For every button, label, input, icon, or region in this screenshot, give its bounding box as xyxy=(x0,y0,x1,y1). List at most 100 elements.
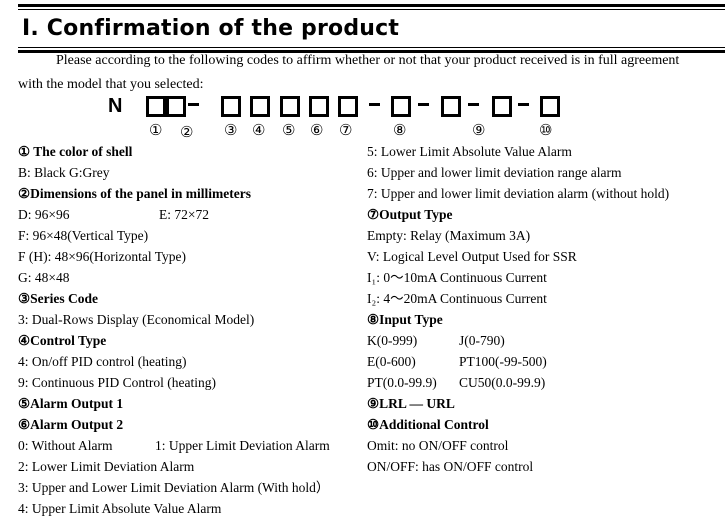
list-item: 0: Without Alarm 1: Upper Limit Deviation… xyxy=(18,438,330,454)
item-text: ④Control Type xyxy=(18,333,107,348)
item-text: D: 96×96 xyxy=(18,207,70,222)
list-item: I₁: 0～10mA Continuous Current xyxy=(367,270,547,286)
code-number: ⑧ xyxy=(393,123,407,139)
list-item: 7: Upper and lower limit deviation alarm… xyxy=(367,186,669,202)
code-number: ⑨ xyxy=(472,123,486,139)
list-item: V: Logical Level Output Used for SSR xyxy=(367,249,577,265)
list-item: Omit: no ON/OFF control xyxy=(367,438,508,454)
code-dash xyxy=(188,103,199,106)
item-text: I₂: 4～20mA Continuous Current xyxy=(367,291,547,306)
item-text: 0: Without Alarm xyxy=(18,438,113,453)
item-text: 4: On/off PID control (heating) xyxy=(18,354,187,369)
top-rule xyxy=(18,4,725,7)
item-text-secondary: CU50(0.0-99.9) xyxy=(459,375,546,390)
section-heading: ⑧Input Type xyxy=(367,312,443,328)
list-item: F (H): 48×96(Horizontal Type) xyxy=(18,249,186,265)
list-item: 3: Dual-Rows Display (Economical Model) xyxy=(18,312,254,328)
section-heading: ③Series Code xyxy=(18,291,98,307)
section-heading: ④Control Type xyxy=(18,333,106,349)
code-box-2 xyxy=(166,96,186,117)
item-text: 3: Dual-Rows Display (Economical Model) xyxy=(18,312,255,327)
list-item: D: 96×96 E: 72×72 xyxy=(18,207,209,223)
code-number: ⑥ xyxy=(310,123,324,139)
title-rule-thin xyxy=(18,47,725,48)
item-text: ③Series Code xyxy=(18,291,98,306)
code-number: ④ xyxy=(252,123,266,139)
item-text: I₁: 0～10mA Continuous Current xyxy=(367,270,547,285)
section-heading: ②Dimensions of the panel in millimeters xyxy=(18,186,251,202)
list-item: Empty: Relay (Maximum 3A) xyxy=(367,228,530,244)
intro-text-line2: with the model that you selected: xyxy=(18,77,204,92)
code-box-3 xyxy=(221,96,241,117)
item-text: Omit: no ON/OFF control xyxy=(367,438,509,453)
list-item: ON/OFF: has ON/OFF control xyxy=(367,459,533,475)
top-rule-thin xyxy=(18,9,725,10)
list-item: 2: Lower Limit Deviation Alarm xyxy=(18,459,194,475)
item-text: ⑧Input Type xyxy=(367,312,443,327)
code-box-4 xyxy=(250,96,270,117)
item-text: ⑨LRL — URL xyxy=(367,396,455,411)
item-text: 3: Upper and Lower Limit Deviation Alarm… xyxy=(18,480,330,495)
list-item: 3: Upper and Lower Limit Deviation Alarm… xyxy=(18,480,329,496)
list-item: K(0-999) J(0-790) xyxy=(367,333,505,349)
item-text-secondary: 1: Upper Limit Deviation Alarm xyxy=(155,438,330,453)
item-text: ⑦Output Type xyxy=(367,207,453,222)
item-text: 4: Upper Limit Absolute Value Alarm xyxy=(18,501,222,516)
code-dash xyxy=(418,103,429,106)
item-text-secondary: PT100(-99-500) xyxy=(459,354,547,369)
section-heading: ⑨LRL — URL xyxy=(367,396,455,412)
list-item: F: 96×48(Vertical Type) xyxy=(18,228,148,244)
list-item: 6: Upper and lower limit deviation range… xyxy=(367,165,622,181)
item-text: ON/OFF: has ON/OFF control xyxy=(367,459,534,474)
intro-text-line1: Please according to the following codes … xyxy=(56,53,680,68)
code-prefix: N xyxy=(108,95,123,117)
code-box-7 xyxy=(338,96,358,117)
code-box-1 xyxy=(146,96,166,117)
item-text: 5: Lower Limit Absolute Value Alarm xyxy=(367,144,572,159)
item-text-secondary: E: 72×72 xyxy=(159,207,209,222)
item-text: ②Dimensions of the panel in millimeters xyxy=(18,186,251,201)
code-box-11 xyxy=(540,96,560,117)
item-text: ⑥Alarm Output 2 xyxy=(18,417,124,432)
item-text: PT(0.0-99.9) xyxy=(367,375,437,390)
item-text: 9: Continuous PID Control (heating) xyxy=(18,375,216,390)
list-item: I₂: 4～20mA Continuous Current xyxy=(367,291,547,307)
list-item: G: 48×48 xyxy=(18,270,70,286)
section-heading: ⑥Alarm Output 2 xyxy=(18,417,123,433)
list-item: 5: Lower Limit Absolute Value Alarm xyxy=(367,144,572,160)
section-heading: ⑤Alarm Output 1 xyxy=(18,396,123,412)
list-item: 4: On/off PID control (heating) xyxy=(18,354,186,370)
item-text: E(0-600) xyxy=(367,354,416,369)
list-item: 9: Continuous PID Control (heating) xyxy=(18,375,216,391)
code-dash xyxy=(369,103,380,106)
title-rule xyxy=(18,50,725,53)
code-number: ⑦ xyxy=(339,123,353,139)
code-box-5 xyxy=(280,96,300,117)
item-text: B: Black G:Grey xyxy=(18,165,110,180)
code-box-8 xyxy=(391,96,411,117)
list-item: 4: Upper Limit Absolute Value Alarm xyxy=(18,501,221,517)
code-number: ⑤ xyxy=(282,123,296,139)
code-number: ⑩ xyxy=(539,123,553,139)
item-text: F: 96×48(Vertical Type) xyxy=(18,228,149,243)
item-text: V: Logical Level Output Used for SSR xyxy=(367,249,577,264)
list-item: PT(0.0-99.9) CU50(0.0-99.9) xyxy=(367,375,545,391)
item-text: ⑤Alarm Output 1 xyxy=(18,396,124,411)
item-text: K(0-999) xyxy=(367,333,418,348)
item-text: G: 48×48 xyxy=(18,270,70,285)
section-heading: ⑩Additional Control xyxy=(367,417,489,433)
list-item: B: Black G:Grey xyxy=(18,165,109,181)
code-box-9 xyxy=(441,96,461,117)
code-number: ① xyxy=(149,123,163,139)
code-box-10 xyxy=(492,96,512,117)
item-text: 6: Upper and lower limit deviation range… xyxy=(367,165,622,180)
section-title: I. Confirmation of the product xyxy=(22,16,400,41)
item-text-secondary: J(0-790) xyxy=(459,333,505,348)
item-text: 7: Upper and lower limit deviation alarm… xyxy=(367,186,670,201)
section-heading: ⑦Output Type xyxy=(367,207,453,223)
list-item: E(0-600) PT100(-99-500) xyxy=(367,354,547,370)
section-heading: ① The color of shell xyxy=(18,144,132,160)
code-number: ② xyxy=(180,125,194,141)
code-dash xyxy=(518,103,529,106)
